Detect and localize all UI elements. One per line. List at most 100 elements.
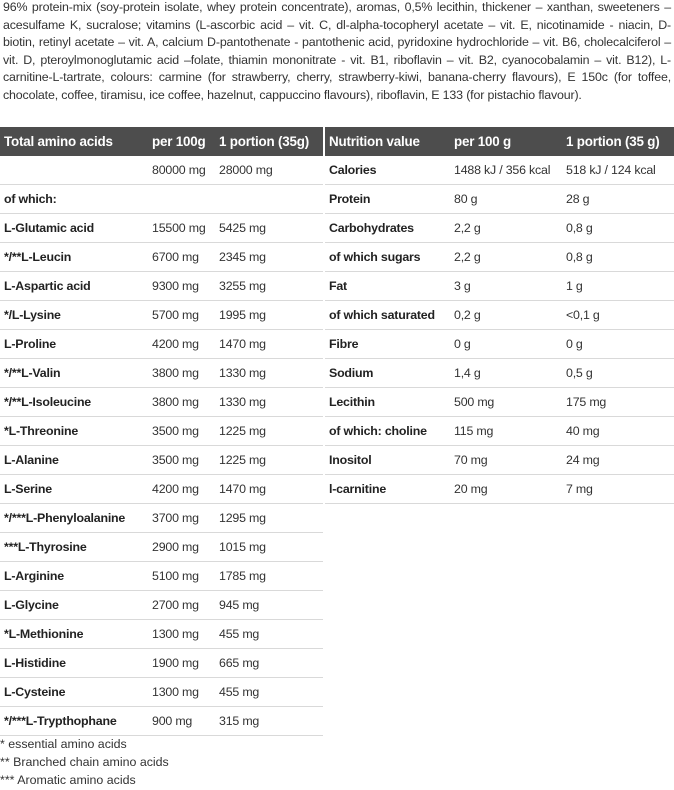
row-label: */**L-Valin	[0, 358, 148, 388]
row-value: 455 mg	[215, 619, 323, 649]
table-row: */***L-Trypthophane 900 mg 315 mg	[0, 706, 323, 736]
row-value: 3 g	[450, 271, 562, 301]
table-header: Nutrition value per 100 g 1 portion (35 …	[325, 127, 674, 156]
row-value: 945 mg	[215, 590, 323, 620]
row-value: 0,2 g	[450, 300, 562, 330]
row-label: */***L-Phenyloalanine	[0, 503, 148, 533]
row-value: 1330 mg	[215, 358, 323, 388]
row-value: 175 mg	[562, 387, 674, 417]
row-value: 9300 mg	[148, 271, 215, 301]
row-label: Inositol	[325, 445, 450, 475]
row-value: 1995 mg	[215, 300, 323, 330]
table-row: */**L-Valin 3800 mg 1330 mg	[0, 358, 323, 388]
row-label: L-Proline	[0, 329, 148, 359]
row-value: 518 kJ / 124 kcal	[562, 156, 674, 185]
row-value: 7 mg	[562, 474, 674, 504]
row-value: 1488 kJ / 356 kcal	[450, 156, 562, 185]
ingredients-text: 96% protein-mix (soy-protein isolate, wh…	[3, 0, 671, 102]
row-label: Fibre	[325, 329, 450, 359]
row-value: 1 g	[562, 271, 674, 301]
row-value: 1785 mg	[215, 561, 323, 591]
table-row: */***L-Phenyloalanine 3700 mg 1295 mg	[0, 503, 323, 533]
row-value: 0 g	[562, 329, 674, 359]
header-cell: Total amino acids	[0, 127, 148, 156]
row-value: 1225 mg	[215, 416, 323, 446]
row-value: 28000 mg	[215, 156, 323, 185]
row-label: *L-Methionine	[0, 619, 148, 649]
row-value	[148, 184, 215, 214]
header-cell: per 100g	[148, 127, 215, 156]
table-row: *L-Threonine 3500 mg 1225 mg	[0, 416, 323, 446]
row-label: *L-Threonine	[0, 416, 148, 446]
table-row: of which sugars 2,2 g 0,8 g	[325, 242, 674, 272]
table-row: L-Aspartic acid 9300 mg 3255 mg	[0, 271, 323, 301]
header-cell: per 100 g	[450, 127, 562, 156]
footnote: *** Aromatic amino acids	[0, 773, 136, 787]
table-row: L-Glutamic acid 15500 mg 5425 mg	[0, 213, 323, 243]
row-label: */**L-Isoleucine	[0, 387, 148, 417]
row-value: 3500 mg	[148, 416, 215, 446]
row-label: Fat	[325, 271, 450, 301]
row-value: 5100 mg	[148, 561, 215, 591]
table-header: Total amino acids per 100g 1 portion (35…	[0, 127, 323, 156]
row-value: 20 mg	[450, 474, 562, 504]
row-label: Carbohydrates	[325, 213, 450, 243]
table-row: L-Alanine 3500 mg 1225 mg	[0, 445, 323, 475]
row-value: 1330 mg	[215, 387, 323, 417]
table-row: of which:	[0, 184, 323, 214]
table-row: L-Glycine 2700 mg 945 mg	[0, 590, 323, 620]
row-label: L-Glutamic acid	[0, 213, 148, 243]
row-value: 4200 mg	[148, 329, 215, 359]
table-row: Lecithin 500 mg 175 mg	[325, 387, 674, 417]
footnote: * essential amino acids	[0, 737, 127, 751]
row-value: 1300 mg	[148, 677, 215, 707]
row-label: Sodium	[325, 358, 450, 388]
row-label: ***L-Thyrosine	[0, 532, 148, 562]
row-value: 1295 mg	[215, 503, 323, 533]
nutrition-table: Nutrition value per 100 g 1 portion (35 …	[325, 127, 674, 504]
table-row: Calories 1488 kJ / 356 kcal 518 kJ / 124 k…	[325, 156, 674, 185]
header-cell: 1 portion (35 g)	[562, 127, 674, 156]
row-value: 2700 mg	[148, 590, 215, 620]
row-value: 24 mg	[562, 445, 674, 475]
row-value: 900 mg	[148, 706, 215, 736]
row-value: 1470 mg	[215, 474, 323, 504]
row-value	[215, 184, 323, 214]
table-row: L-Histidine 1900 mg 665 mg	[0, 648, 323, 678]
row-value: 15500 mg	[148, 213, 215, 243]
table-row: L-Serine 4200 mg 1470 mg	[0, 474, 323, 504]
row-label: of which sugars	[325, 242, 450, 272]
row-value: 1015 mg	[215, 532, 323, 562]
row-value: 70 mg	[450, 445, 562, 475]
row-value: 1,4 g	[450, 358, 562, 388]
table-row: Carbohydrates 2,2 g 0,8 g	[325, 213, 674, 243]
row-value: 0,8 g	[562, 242, 674, 272]
row-value: 28 g	[562, 184, 674, 214]
table-row: of which: choline 115 mg 40 mg	[325, 416, 674, 446]
row-value: 6700 mg	[148, 242, 215, 272]
row-value: 3800 mg	[148, 387, 215, 417]
row-label: */L-Lysine	[0, 300, 148, 330]
row-value: 4200 mg	[148, 474, 215, 504]
row-value: 80000 mg	[148, 156, 215, 185]
row-value: 5425 mg	[215, 213, 323, 243]
table-row: *L-Methionine 1300 mg 455 mg	[0, 619, 323, 649]
row-value: 1225 mg	[215, 445, 323, 475]
header-cell: 1 portion (35g)	[215, 127, 323, 156]
table-row: L-Cysteine 1300 mg 455 mg	[0, 677, 323, 707]
amino-acids-table: Total amino acids per 100g 1 portion (35…	[0, 127, 323, 736]
row-label	[0, 156, 148, 185]
table-row: Protein 80 g 28 g	[325, 184, 674, 214]
row-label: L-Arginine	[0, 561, 148, 591]
row-value: 455 mg	[215, 677, 323, 707]
row-value: 2,2 g	[450, 242, 562, 272]
row-label: of which saturated	[325, 300, 450, 330]
row-label: L-Cysteine	[0, 677, 148, 707]
row-value: 2,2 g	[450, 213, 562, 243]
row-value: 0 g	[450, 329, 562, 359]
row-value: 2900 mg	[148, 532, 215, 562]
row-value: 2345 mg	[215, 242, 323, 272]
row-label: L-Alanine	[0, 445, 148, 475]
